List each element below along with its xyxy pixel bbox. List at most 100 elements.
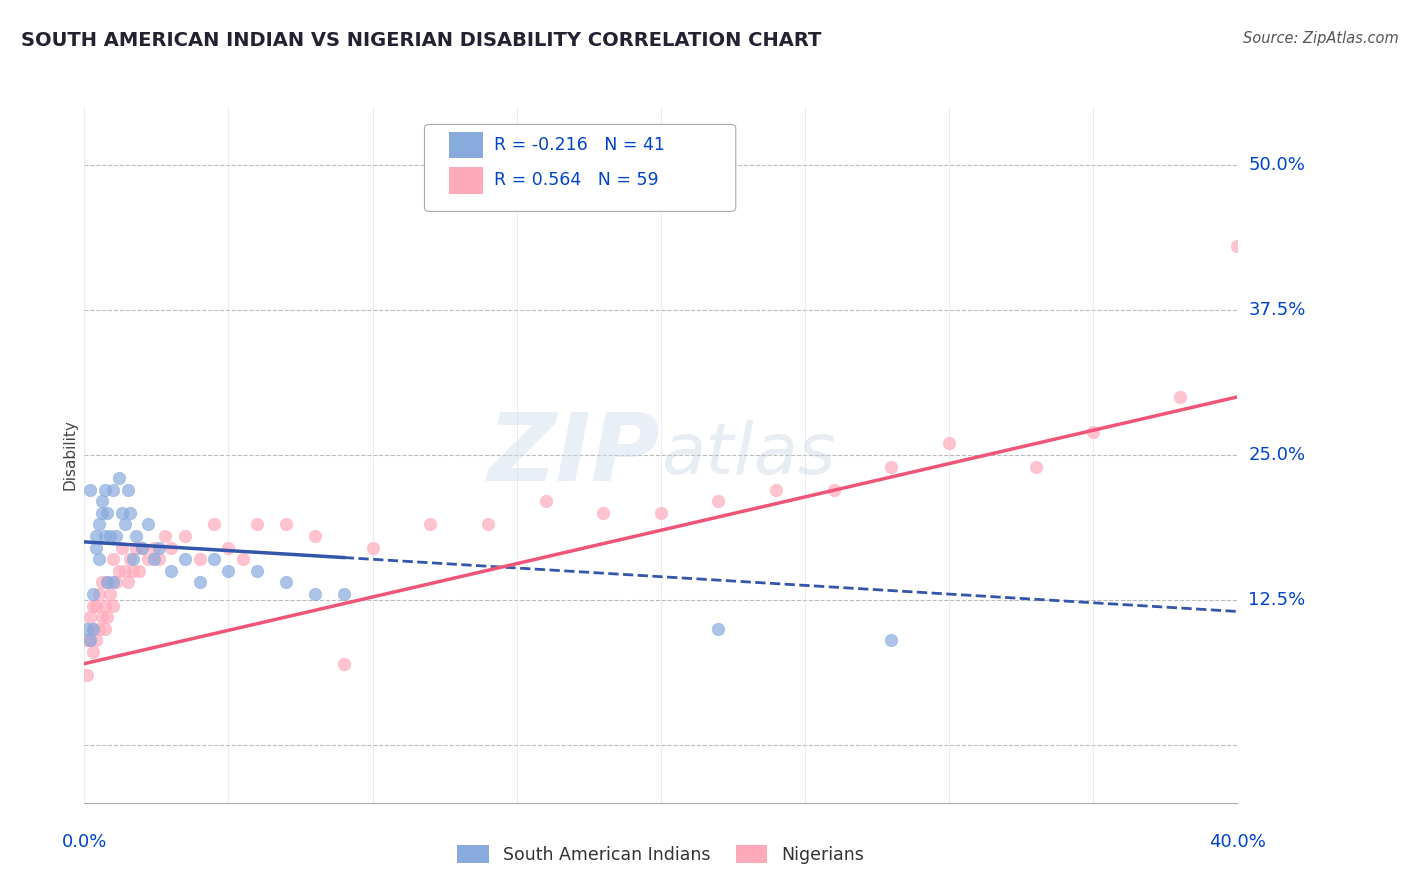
- Point: [93, 622, 115, 636]
- Point: [90, 610, 112, 624]
- Point: [108, 471, 131, 485]
- Point: [87, 552, 110, 566]
- Point: [938, 436, 960, 450]
- Y-axis label: Disability: Disability: [62, 419, 77, 491]
- Point: [125, 541, 148, 555]
- Point: [76, 622, 98, 636]
- Point: [84, 599, 107, 613]
- Point: [117, 575, 139, 590]
- Point: [76, 668, 98, 682]
- Point: [103, 552, 124, 566]
- Point: [707, 622, 730, 636]
- Point: [534, 494, 557, 508]
- Point: [592, 506, 614, 520]
- FancyBboxPatch shape: [425, 124, 735, 211]
- Point: [1025, 459, 1047, 474]
- Point: [707, 494, 730, 508]
- Point: [79, 610, 101, 624]
- Point: [87, 517, 110, 532]
- Text: SOUTH AMERICAN INDIAN VS NIGERIAN DISABILITY CORRELATION CHART: SOUTH AMERICAN INDIAN VS NIGERIAN DISABI…: [21, 31, 821, 50]
- Point: [477, 517, 499, 532]
- Point: [304, 587, 326, 601]
- Point: [90, 506, 112, 520]
- Point: [87, 587, 110, 601]
- Text: R = -0.216   N = 41: R = -0.216 N = 41: [494, 136, 665, 154]
- Point: [82, 622, 104, 636]
- Point: [105, 529, 128, 543]
- Point: [823, 483, 845, 497]
- Text: 12.5%: 12.5%: [1249, 591, 1306, 609]
- Point: [122, 552, 145, 566]
- Point: [122, 564, 145, 578]
- Point: [148, 552, 170, 566]
- Point: [333, 657, 356, 671]
- Point: [93, 599, 115, 613]
- Point: [105, 575, 128, 590]
- Point: [361, 541, 384, 555]
- Point: [98, 529, 121, 543]
- Legend: South American Indians, Nigerians: South American Indians, Nigerians: [450, 838, 872, 871]
- Text: ZIP: ZIP: [488, 409, 661, 501]
- Point: [79, 633, 101, 648]
- Point: [96, 575, 118, 590]
- Point: [153, 529, 176, 543]
- Point: [131, 541, 153, 555]
- Point: [114, 564, 136, 578]
- Point: [218, 541, 240, 555]
- Point: [93, 483, 115, 497]
- Point: [142, 541, 165, 555]
- Point: [142, 552, 165, 566]
- Point: [160, 541, 183, 555]
- Text: 40.0%: 40.0%: [1209, 833, 1265, 851]
- Point: [96, 610, 118, 624]
- Point: [188, 552, 211, 566]
- Point: [131, 541, 153, 555]
- Point: [114, 517, 136, 532]
- Point: [765, 483, 787, 497]
- Point: [148, 541, 170, 555]
- Text: 37.5%: 37.5%: [1249, 301, 1306, 319]
- Text: 25.0%: 25.0%: [1249, 446, 1306, 464]
- Point: [108, 564, 131, 578]
- Point: [82, 587, 104, 601]
- Point: [1168, 390, 1191, 404]
- Point: [103, 575, 124, 590]
- Bar: [449, 167, 484, 194]
- Point: [96, 506, 118, 520]
- Point: [79, 483, 101, 497]
- Point: [276, 575, 298, 590]
- Point: [174, 552, 197, 566]
- Point: [90, 575, 112, 590]
- Point: [111, 541, 134, 555]
- Point: [111, 506, 134, 520]
- Point: [117, 483, 139, 497]
- Point: [202, 517, 225, 532]
- Point: [174, 529, 197, 543]
- Point: [82, 645, 104, 659]
- Point: [246, 517, 269, 532]
- Point: [304, 529, 326, 543]
- Point: [76, 633, 98, 648]
- Point: [136, 552, 159, 566]
- Text: 0.0%: 0.0%: [62, 833, 107, 851]
- Point: [120, 552, 142, 566]
- Point: [160, 564, 183, 578]
- Point: [79, 633, 101, 648]
- Point: [202, 552, 225, 566]
- Point: [333, 587, 356, 601]
- Point: [93, 529, 115, 543]
- Bar: [449, 132, 484, 158]
- Point: [880, 459, 903, 474]
- Point: [87, 622, 110, 636]
- Point: [419, 517, 441, 532]
- Point: [1226, 239, 1249, 253]
- Point: [98, 587, 121, 601]
- Point: [84, 541, 107, 555]
- Point: [82, 622, 104, 636]
- Point: [880, 633, 903, 648]
- Point: [128, 564, 150, 578]
- Point: [136, 517, 159, 532]
- Point: [1083, 425, 1105, 439]
- Point: [125, 529, 148, 543]
- Text: Source: ZipAtlas.com: Source: ZipAtlas.com: [1243, 31, 1399, 46]
